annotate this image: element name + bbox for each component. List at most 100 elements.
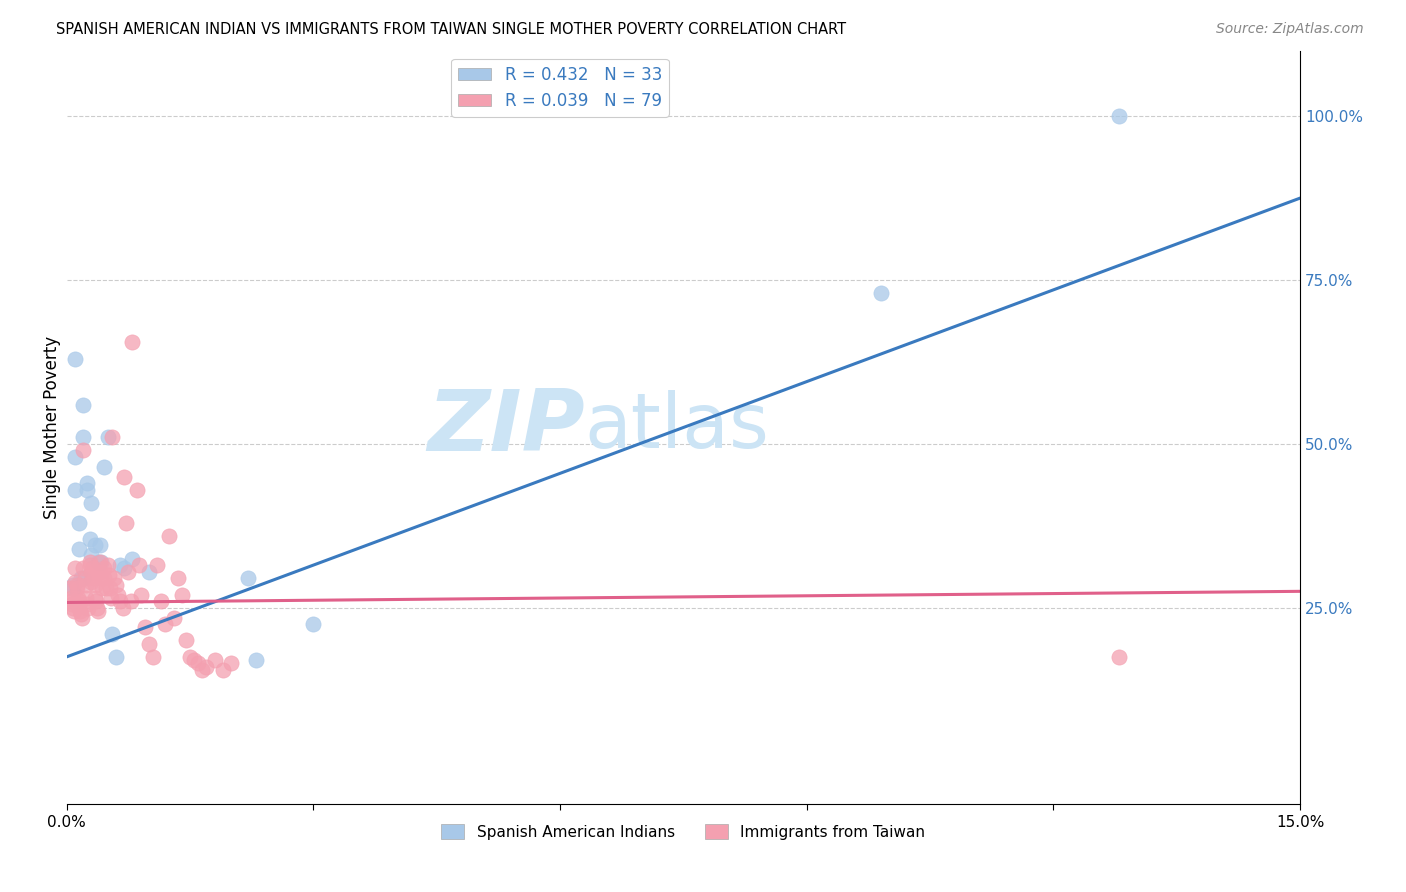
Point: [125, 483, 148, 497]
Point: [83, 571, 105, 585]
Point: [115, 516, 138, 530]
Point: [97, 568, 120, 582]
Point: [63, 450, 86, 464]
Point: [191, 663, 214, 677]
Point: [1108, 649, 1130, 664]
Text: atlas: atlas: [585, 391, 769, 465]
Point: [62, 581, 84, 595]
Point: [155, 617, 177, 632]
Point: [67, 541, 90, 556]
Point: [195, 659, 218, 673]
Point: [105, 578, 128, 592]
Point: [128, 558, 150, 573]
Point: [80, 549, 103, 563]
Point: [79, 558, 101, 573]
Point: [204, 653, 226, 667]
Point: [62, 600, 84, 615]
Text: Source: ZipAtlas.com: Source: ZipAtlas.com: [1216, 22, 1364, 37]
Point: [80, 565, 103, 579]
Point: [93, 571, 115, 585]
Point: [72, 561, 94, 575]
Point: [72, 443, 94, 458]
Point: [245, 653, 267, 667]
Point: [69, 604, 91, 618]
Point: [94, 581, 117, 595]
Point: [84, 538, 107, 552]
Point: [138, 637, 160, 651]
Point: [84, 594, 107, 608]
Point: [80, 496, 103, 510]
Point: [100, 591, 122, 605]
Point: [138, 565, 160, 579]
Point: [72, 430, 94, 444]
Point: [129, 588, 152, 602]
Point: [93, 561, 115, 575]
Point: [70, 607, 93, 622]
Point: [72, 571, 94, 585]
Point: [97, 430, 120, 444]
Point: [67, 516, 90, 530]
Point: [108, 558, 131, 573]
Point: [66, 581, 89, 595]
Point: [101, 430, 124, 444]
Point: [174, 633, 197, 648]
Point: [65, 578, 87, 592]
Legend: Spanish American Indians, Immigrants from Taiwan: Spanish American Indians, Immigrants fro…: [436, 817, 931, 846]
Point: [62, 598, 84, 612]
Point: [60, 594, 83, 608]
Point: [101, 627, 124, 641]
Point: [89, 538, 111, 552]
Point: [117, 565, 139, 579]
Point: [187, 657, 209, 671]
Point: [108, 594, 131, 608]
Point: [111, 600, 134, 615]
Point: [219, 657, 242, 671]
Point: [82, 561, 104, 575]
Point: [90, 555, 112, 569]
Point: [166, 571, 188, 585]
Point: [170, 588, 193, 602]
Point: [79, 555, 101, 569]
Point: [63, 351, 86, 366]
Point: [86, 600, 108, 615]
Point: [179, 649, 201, 664]
Point: [183, 653, 205, 667]
Point: [91, 581, 114, 595]
Point: [83, 578, 105, 592]
Point: [79, 532, 101, 546]
Point: [212, 663, 235, 677]
Point: [62, 578, 84, 592]
Point: [98, 581, 121, 595]
Point: [67, 591, 90, 605]
Point: [67, 594, 90, 608]
Point: [93, 459, 115, 474]
Point: [58, 581, 80, 595]
Point: [59, 591, 82, 605]
Point: [103, 571, 125, 585]
Point: [112, 469, 135, 483]
Text: SPANISH AMERICAN INDIAN VS IMMIGRANTS FROM TAIWAN SINGLE MOTHER POVERTY CORRELAT: SPANISH AMERICAN INDIAN VS IMMIGRANTS FR…: [56, 22, 846, 37]
Point: [302, 617, 325, 632]
Point: [150, 594, 173, 608]
Point: [236, 571, 259, 585]
Point: [869, 286, 891, 301]
Y-axis label: Single Mother Poverty: Single Mother Poverty: [44, 336, 60, 519]
Point: [76, 598, 98, 612]
Point: [87, 555, 110, 569]
Point: [121, 335, 143, 350]
Point: [76, 483, 98, 497]
Point: [1108, 109, 1130, 123]
Point: [63, 604, 86, 618]
Point: [162, 610, 184, 624]
Point: [72, 610, 94, 624]
Point: [63, 574, 86, 589]
Point: [146, 558, 169, 573]
Point: [84, 591, 107, 605]
Point: [70, 571, 93, 585]
Point: [107, 588, 129, 602]
Point: [76, 476, 98, 491]
Point: [63, 483, 86, 497]
Point: [73, 571, 96, 585]
Point: [63, 561, 86, 575]
Point: [75, 591, 97, 605]
